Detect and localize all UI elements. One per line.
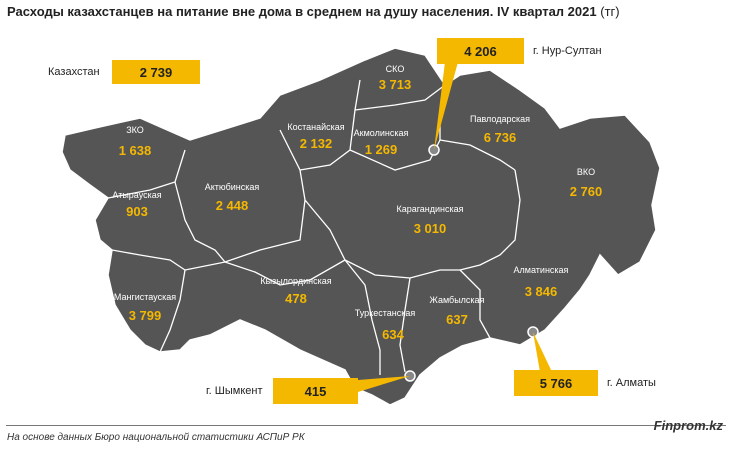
title-text: Расходы казахстанцев на питание вне дома… — [7, 4, 597, 19]
region-value-sko: 3 713 — [379, 77, 412, 92]
region-value-atyrau: 903 — [126, 204, 148, 219]
region-name-kyzylorda: Кызылординская — [260, 276, 331, 286]
region-value-almaty-region: 3 846 — [525, 284, 558, 299]
region-value-vko: 2 760 — [570, 184, 603, 199]
region-value-akmola: 1 269 — [365, 142, 398, 157]
region-name-kostanay: Костанайская — [287, 122, 344, 132]
region-name-sko: СКО — [386, 64, 405, 74]
nur-sultan-pointer — [434, 62, 458, 150]
region-name-karaganda: Карагандинская — [396, 204, 463, 214]
region-name-zhambyl: Жамбылская — [430, 295, 485, 305]
source-note: На основе данных Бюро национальной стати… — [7, 432, 305, 443]
region-name-pavlodar: Павлодарская — [470, 114, 530, 124]
region-borders — [107, 79, 521, 375]
region-value-kostanay: 2 132 — [300, 136, 333, 151]
shymkent-value: 415 — [273, 378, 358, 404]
region-name-akmola: Акмолинская — [354, 128, 409, 138]
footer-divider — [6, 425, 726, 426]
region-value-turkestan: 634 — [382, 327, 404, 342]
country-shape — [61, 47, 661, 406]
region-value-pavlodar: 6 736 — [484, 130, 517, 145]
nur-sultan-value: 4 206 — [437, 38, 524, 64]
title-unit: (тг) — [600, 4, 620, 19]
almaty-pointer — [533, 332, 552, 372]
almaty-label: г. Алматы — [607, 377, 656, 389]
region-name-turkestan: Туркестанская — [355, 308, 416, 318]
region-name-almaty-region: Алматинская — [514, 265, 569, 275]
region-name-aktobe: Актюбинская — [205, 182, 260, 192]
region-value-aktobe: 2 448 — [216, 198, 249, 213]
region-name-mangystau: Мангистауская — [114, 292, 176, 302]
region-value-karaganda: 3 010 — [414, 221, 447, 236]
region-name-vko: ВКО — [577, 167, 595, 177]
region-value-kyzylorda: 478 — [285, 291, 307, 306]
region-value-mangystau: 3 799 — [129, 308, 162, 323]
region-name-atyrau: Атырауская — [112, 190, 161, 200]
shymkent-pointer — [358, 376, 410, 392]
region-value-zko: 1 638 — [119, 143, 152, 158]
almaty-value: 5 766 — [514, 370, 598, 396]
region-name-zko: ЗКО — [126, 125, 144, 135]
map-title: Расходы казахстанцев на питание вне дома… — [7, 4, 620, 19]
nur-sultan-label: г. Нур-Султан — [533, 45, 602, 57]
region-value-zhambyl: 637 — [446, 312, 468, 327]
national-value: 2 739 — [112, 60, 200, 84]
national-label: Казахстан — [48, 66, 100, 78]
brand-logo: Finprom.kz — [653, 418, 723, 433]
shymkent-label: г. Шымкент — [206, 385, 263, 397]
